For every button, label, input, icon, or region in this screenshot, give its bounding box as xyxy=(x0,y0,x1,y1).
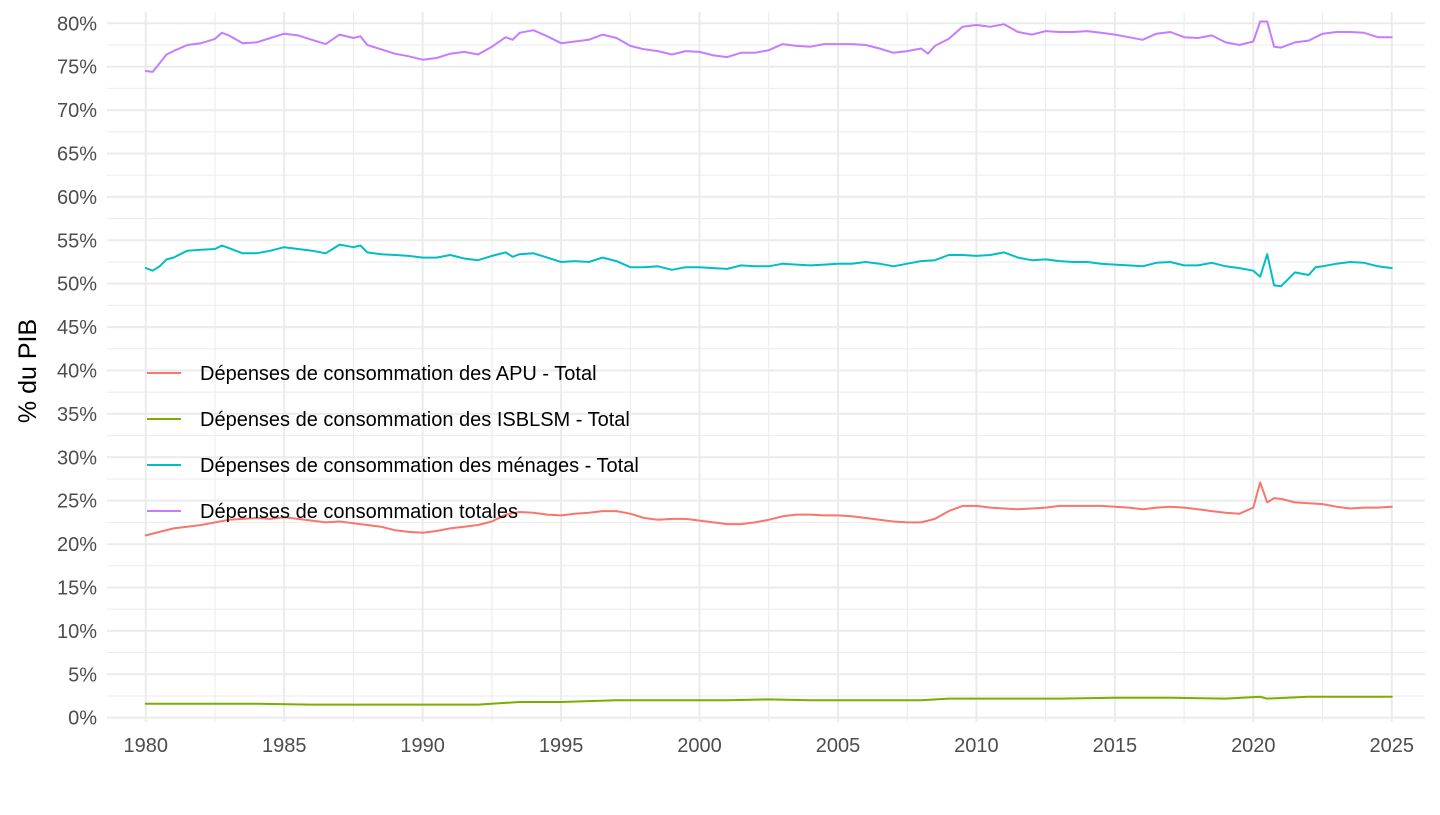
x-tick-label: 2005 xyxy=(816,735,861,757)
series-line-1 xyxy=(144,481,1393,537)
y-tick-label: 5% xyxy=(68,664,97,686)
x-tick-label: 2025 xyxy=(1370,735,1415,757)
legend-label-4: Dépenses de consommation totales xyxy=(200,501,518,523)
y-tick-label: 50% xyxy=(57,274,97,296)
y-tick-label: 30% xyxy=(57,447,97,469)
y-tick-label: 65% xyxy=(57,143,97,165)
x-tick-label: 1980 xyxy=(124,735,169,757)
y-tick-label: 55% xyxy=(57,230,97,252)
x-tick-label: 2015 xyxy=(1093,735,1138,757)
y-tick-label: 75% xyxy=(57,57,97,79)
y-tick-label: 0% xyxy=(68,708,97,730)
series-line-3 xyxy=(144,243,1393,288)
y-tick-label: 25% xyxy=(57,491,97,513)
y-tick-label: 35% xyxy=(57,404,97,426)
grid xyxy=(107,12,1425,722)
x-tick-label: 2000 xyxy=(677,735,722,757)
series-lines xyxy=(144,20,1393,706)
x-tick-label: 1995 xyxy=(539,735,584,757)
axes: 0% 5% 10% 15% 20% 25% 30% 35% 40% 45% 50% 55% 60% 65%… xyxy=(57,13,1414,757)
series-line-4 xyxy=(144,20,1393,73)
x-tick-label: 2010 xyxy=(954,735,999,757)
legend-label-2: Dépenses de consommation des ISBLSM - To… xyxy=(200,409,630,431)
y-tick-label: 45% xyxy=(57,317,97,339)
y-tick-label: 80% xyxy=(57,13,97,35)
x-tick-label: 1985 xyxy=(262,735,307,757)
legend: Dépenses de consommation des APU - Total… xyxy=(147,363,639,523)
y-tick-label: 60% xyxy=(57,187,97,209)
series-line-2 xyxy=(144,695,1393,706)
legend-label-1: Dépenses de consommation des APU - Total xyxy=(200,363,597,385)
legend-label-3: Dépenses de consommation des ménages - T… xyxy=(200,455,639,477)
y-tick-label: 15% xyxy=(57,577,97,599)
y-tick-label: 70% xyxy=(57,100,97,122)
y-tick-label: 10% xyxy=(57,621,97,643)
y-tick-label: 20% xyxy=(57,534,97,556)
x-tick-label: 1990 xyxy=(400,735,445,757)
x-tick-label: 2020 xyxy=(1231,735,1276,757)
y-tick-label: 40% xyxy=(57,360,97,382)
y-axis-label: % du PIB xyxy=(14,319,42,423)
